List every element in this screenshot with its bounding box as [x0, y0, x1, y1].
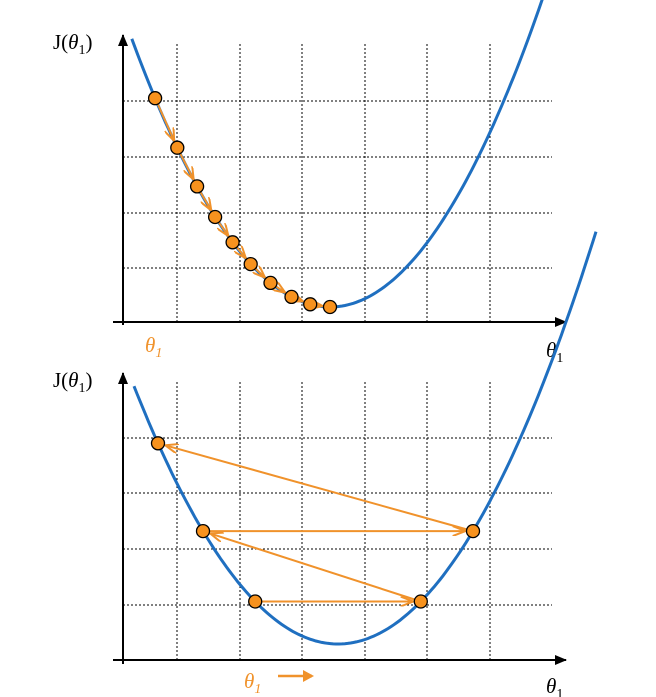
descent-point — [147, 91, 163, 106]
descent-point — [225, 235, 240, 250]
direction-arrow-icon — [278, 670, 314, 682]
step-arrow — [219, 221, 229, 236]
grid — [123, 382, 552, 660]
start-theta-label: θ1 — [244, 669, 261, 697]
panel-large-learning-rate: J(θ1) θ1 θ1 — [53, 231, 598, 697]
step-arrow — [276, 287, 285, 293]
cost-curve — [130, 0, 544, 309]
descent-point — [263, 275, 278, 291]
y-axis-label: J(θ1) — [53, 30, 93, 58]
descent-point — [207, 209, 223, 225]
descent-point — [284, 289, 299, 305]
descent-point — [303, 297, 318, 312]
x-axis-label: θ1 — [546, 674, 563, 697]
y-axis-label: J(θ1) — [53, 368, 93, 396]
step-arrow — [165, 445, 467, 531]
descent-point — [322, 299, 338, 315]
descent-steps — [156, 103, 323, 306]
descent-point — [170, 140, 185, 155]
panel-small-learning-rate: J(θ1) θ1 θ1 — [53, 0, 567, 366]
step-arrow — [255, 269, 265, 278]
step-arrow — [179, 153, 194, 180]
descent-point — [465, 523, 481, 539]
descent-steps — [165, 445, 467, 601]
start-theta-label: θ1 — [145, 333, 162, 361]
step-arrow — [156, 103, 174, 141]
descent-point — [413, 594, 428, 609]
step-arrow — [237, 247, 246, 258]
step-arrow — [317, 305, 323, 306]
grid — [123, 44, 552, 322]
descent-points — [147, 91, 338, 315]
descent-points — [150, 436, 481, 609]
step-arrow — [298, 299, 304, 301]
descent-point — [243, 256, 258, 272]
descent-point — [195, 523, 211, 539]
step-arrow — [210, 533, 415, 601]
cost-curve — [132, 231, 598, 646]
descent-point — [150, 436, 166, 451]
descent-point — [248, 594, 263, 609]
step-arrow — [199, 191, 211, 211]
x-axis-label: θ1 — [546, 338, 563, 366]
descent-point — [189, 179, 205, 194]
